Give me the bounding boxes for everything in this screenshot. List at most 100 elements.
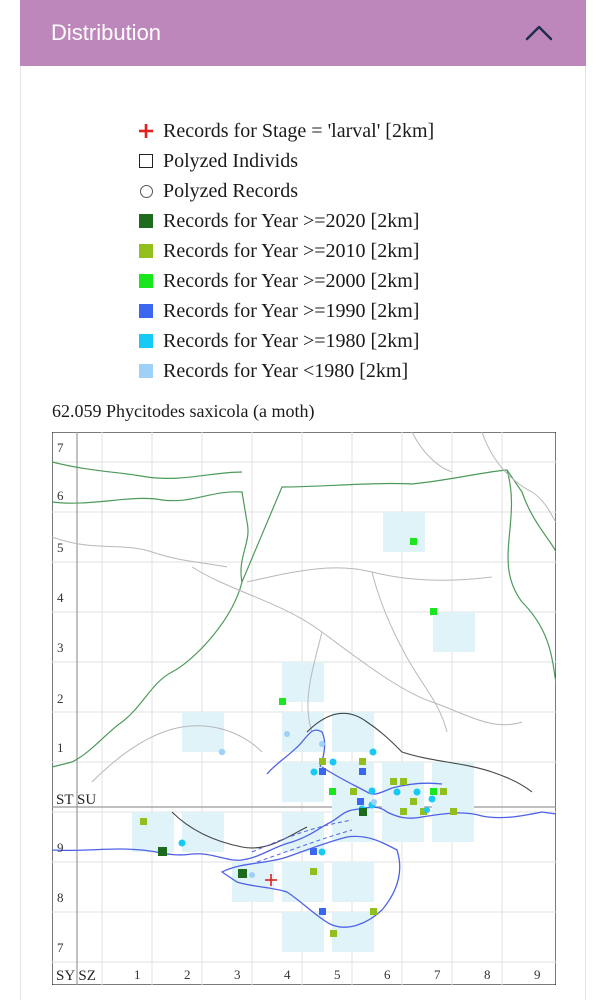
legend-item: Records for Year >=1990 [2km] (135, 296, 535, 326)
axis-label-bottom: 9 (534, 967, 541, 982)
record-pre1980 (371, 799, 377, 805)
axis-label-left: 1 (57, 740, 64, 755)
outline-square-icon (135, 150, 157, 172)
legend-item: Records for Year <1980 [2km] (135, 356, 535, 386)
axis-labels: 7 6 5 4 3 2 1 9 8 7 1 2 3 4 5 6 7 8 9 (57, 440, 541, 982)
square-icon (135, 270, 157, 292)
axis-label-bottom: 6 (384, 967, 391, 982)
record-1980 (310, 768, 318, 776)
section-title: Distribution (51, 20, 162, 45)
axis-label-bottom: 4 (284, 967, 291, 982)
chevron-up-icon[interactable] (524, 23, 554, 43)
map-legend: Records for Stage = 'larval' [2km] Polyze… (135, 116, 535, 386)
square-icon (135, 300, 157, 322)
county-boundaries (52, 461, 556, 768)
legend-item: Records for Year >=2010 [2km] (135, 236, 535, 266)
axis-label-left: 2 (57, 691, 64, 706)
coastline (52, 729, 556, 928)
axis-label-left: 8 (57, 890, 64, 905)
square-label-north: ST SU (56, 792, 96, 808)
record-2000 (329, 788, 336, 795)
axis-label-bottom: 7 (434, 967, 441, 982)
record-1980 (369, 748, 377, 756)
square-icon (135, 240, 157, 262)
map-background (52, 432, 556, 985)
record-2010 (370, 908, 377, 915)
axis-label-bottom: 1 (134, 967, 141, 982)
record-1980 (428, 795, 436, 803)
record-2000 (430, 788, 437, 795)
district-boundaries (52, 432, 556, 783)
plus-icon (135, 120, 157, 142)
record-1980 (318, 848, 326, 856)
record-2000 (279, 698, 286, 705)
record-2010 (140, 818, 147, 825)
record-2010 (420, 808, 427, 815)
record-2010 (350, 788, 357, 795)
record-2010 (359, 758, 366, 765)
species-title: 62.059 Phycitodes saxicola (a moth) (52, 401, 315, 421)
axis-label-bottom: 8 (484, 967, 491, 982)
record-2010 (440, 788, 447, 795)
axis-label-left: 6 (57, 488, 64, 503)
axis-label-left: 9 (57, 840, 64, 855)
legend-label: Records for Stage = 'larval' [2km] (163, 119, 435, 142)
record-2000 (430, 608, 437, 615)
ferry-routes (251, 819, 353, 863)
record-1980 (393, 788, 401, 796)
axis-label-left: 3 (57, 640, 64, 655)
axis-label-bottom: 2 (184, 967, 191, 982)
record-pre1980 (218, 748, 226, 756)
record-2020 (158, 847, 167, 856)
record-2010 (400, 808, 407, 815)
axis-label-left: 5 (57, 540, 64, 555)
legend-item: Polyzed Records (135, 176, 535, 206)
legend-label: Records for Year >=2020 [2km] (163, 209, 420, 232)
record-2020 (238, 869, 247, 878)
record-2010 (319, 758, 326, 765)
record-1980 (329, 758, 337, 766)
region-boundary (171, 712, 533, 849)
record-1990 (319, 908, 326, 915)
legend-item: Records for Year >=2000 [2km] (135, 266, 535, 296)
legend-label: Records for Year >=2010 [2km] (163, 239, 420, 262)
legend-label: Polyzed Individs (163, 149, 298, 172)
distribution-map[interactable]: 7 6 5 4 3 2 1 9 8 7 1 2 3 4 5 6 7 8 9 ST SU SY SZ (52, 432, 556, 985)
square-label-south: SY SZ (56, 968, 96, 984)
record-1980 (284, 731, 290, 737)
outline-circle-icon (135, 180, 157, 202)
axis-label-left: 7 (57, 940, 64, 955)
legend-label: Records for Year >=2000 [2km] (163, 269, 420, 292)
legend-label: Records for Year >=1980 [2km] (163, 329, 420, 352)
record-larval (265, 874, 277, 886)
record-2000 (410, 538, 417, 545)
axis-label-left: 4 (57, 590, 64, 605)
record-1990 (319, 768, 326, 775)
record-1980 (424, 807, 430, 813)
record-1980 (319, 741, 325, 747)
record-1980 (249, 872, 255, 878)
legend-item: Records for Stage = 'larval' [2km] (135, 116, 535, 146)
legend-item: Records for Year >=1980 [2km] (135, 326, 535, 356)
records (140, 538, 457, 937)
square-icon (135, 360, 157, 382)
record-1990 (359, 768, 366, 775)
record-2020 (359, 808, 367, 816)
record-2010 (410, 798, 417, 805)
legend-item: Records for Year >=2020 [2km] (135, 206, 535, 236)
square-icon (135, 330, 157, 352)
record-2010 (400, 778, 407, 785)
record-1980 (368, 787, 376, 795)
record-1990 (357, 798, 364, 805)
record-1980 (178, 839, 186, 847)
axis-label-bottom: 5 (334, 967, 341, 982)
distribution-header[interactable]: Distribution (20, 0, 586, 66)
legend-label: Records for Year >=1990 [2km] (163, 299, 420, 322)
record-2010 (450, 808, 457, 815)
legend-label: Polyzed Records (163, 179, 298, 202)
record-1980 (413, 788, 421, 796)
square-icon (135, 210, 157, 232)
record-2010 (390, 778, 397, 785)
record-2010 (310, 868, 317, 875)
record-1990 (310, 848, 317, 855)
